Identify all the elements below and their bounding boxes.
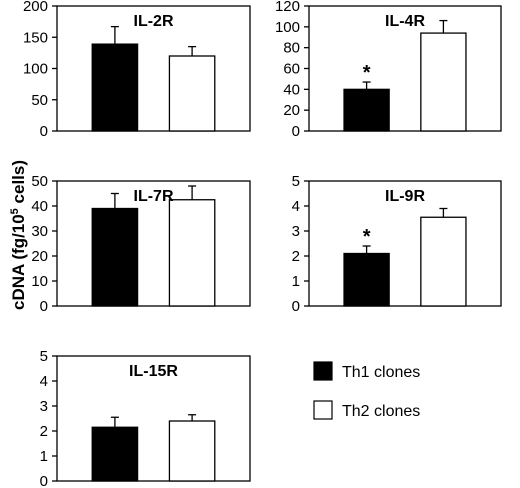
panel-title: IL-4R (385, 13, 425, 30)
y-tick-label: 20 (283, 102, 300, 119)
chart-panel-il-4r: 0 20 40 60 80 100 120 * IL-4R (275, 0, 502, 140)
y-axis-label-superscript: 5 (9, 208, 21, 214)
chart-panel-il-15r: 0 1 2 3 4 5 IL-15R (40, 348, 251, 488)
legend-label-th2: Th2 clones (342, 403, 420, 420)
y-tick-label: 100 (23, 61, 48, 78)
y-tick-label: 0 (40, 298, 48, 315)
y-tick-label: 1 (40, 448, 48, 465)
y-tick-label: 0 (292, 298, 300, 315)
y-tick-label: 50 (31, 173, 48, 190)
plot-frame (308, 5, 502, 132)
plot-frame (308, 180, 502, 307)
y-tick-label: 200 (23, 0, 48, 15)
legend: Th1 clones Th2 clones (313, 361, 420, 420)
y-tick-label: 5 (292, 173, 300, 190)
bar-th2 (420, 216, 467, 307)
y-tick-label: 80 (283, 40, 300, 57)
y-tick-label: 1 (292, 273, 300, 290)
y-tick-label: 100 (275, 19, 300, 36)
panel-title: IL-7R (134, 188, 174, 205)
chart-panel-il-7r: 0 10 20 30 40 50 IL-7R (31, 173, 251, 315)
y-tick-label: 30 (31, 223, 48, 240)
chart-panel-il-9r: 0 1 2 3 4 5 * IL-9R (292, 173, 502, 315)
bar-th1 (343, 252, 390, 307)
y-tick-label: 60 (283, 61, 300, 78)
plot-frame (56, 180, 251, 307)
y-tick-label: 40 (31, 198, 48, 215)
bar-th1 (91, 426, 139, 482)
legend-swatch-th1 (313, 361, 333, 381)
legend-label-th1: Th1 clones (342, 364, 420, 381)
y-tick-label: 50 (31, 92, 48, 109)
bar-th2 (168, 199, 216, 307)
significance-star: * (363, 62, 371, 84)
bar-th1 (343, 88, 390, 132)
bar-th1 (91, 207, 139, 307)
plot-frame (56, 5, 251, 132)
y-tick-label: 10 (31, 273, 48, 290)
panel-title: IL-15R (129, 363, 178, 380)
plot-frame (56, 355, 251, 482)
y-tick-label: 20 (31, 248, 48, 265)
y-tick-label: 0 (40, 473, 48, 488)
y-tick-label: 4 (292, 198, 300, 215)
y-tick-label: 5 (40, 348, 48, 365)
y-tick-label: 4 (40, 373, 48, 390)
y-tick-label: 2 (292, 248, 300, 265)
y-tick-label: 3 (292, 223, 300, 240)
y-tick-label: 40 (283, 81, 300, 98)
y-tick-label: 2 (40, 423, 48, 440)
bar-th2 (168, 420, 216, 482)
bar-th2 (168, 55, 216, 132)
y-tick-label: 120 (275, 0, 300, 15)
chart-panel-il-2r: 0 50 100 150 200 IL-2R (23, 0, 251, 140)
bar-th2 (420, 32, 467, 132)
y-tick-label: 3 (40, 398, 48, 415)
y-tick-label: 0 (40, 123, 48, 140)
y-axis-label: cDNA (fg/105 cells) (9, 160, 28, 310)
panel-title: IL-2R (134, 13, 174, 30)
y-tick-label: 0 (292, 123, 300, 140)
legend-swatch-th2 (313, 400, 333, 420)
panel-title: IL-9R (385, 188, 425, 205)
significance-star: * (363, 226, 371, 248)
y-tick-label: 150 (23, 29, 48, 46)
bar-th1 (91, 43, 139, 132)
